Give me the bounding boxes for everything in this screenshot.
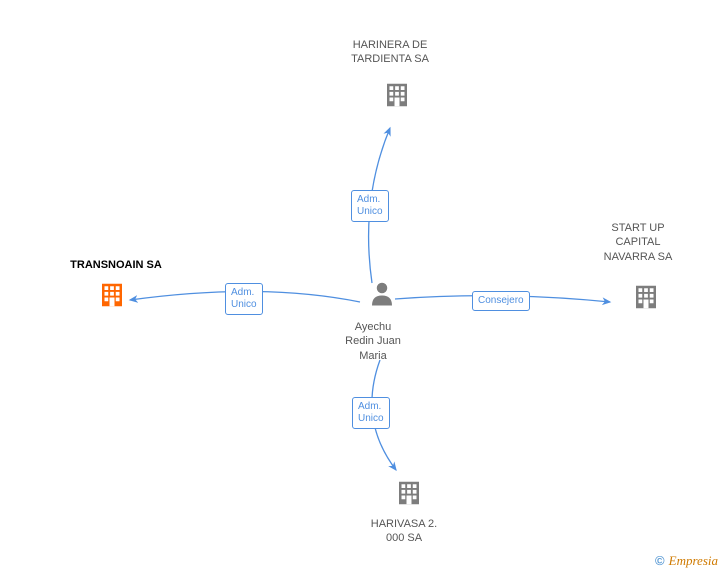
copyright-symbol: ©: [655, 553, 665, 568]
company-label-harinera: HARINERA DE TARDIENTA SA: [340, 38, 440, 67]
person-icon: [367, 278, 397, 313]
company-label-harivasa: HARIVASA 2. 000 SA: [354, 517, 454, 546]
edge-label-transnoain: Adm. Unico: [225, 283, 263, 315]
building-icon: [631, 282, 661, 317]
edge-label-harivasa: Adm. Unico: [352, 397, 390, 429]
building-icon: [394, 478, 424, 513]
watermark: © Empresia: [655, 553, 718, 569]
edge-label-startup: Consejero: [472, 291, 530, 311]
center-person-label: Ayechu Redin Juan Maria: [342, 320, 404, 363]
edge-label-harinera: Adm. Unico: [351, 190, 389, 222]
company-label-transnoain: TRANSNOAIN SA: [56, 258, 176, 272]
company-label-startup: START UP CAPITAL NAVARRA SA: [588, 221, 688, 264]
relationship-diagram: Ayechu Redin Juan Maria TRANSNOAIN SA HA…: [0, 0, 728, 575]
building-icon: [97, 280, 127, 315]
building-icon: [382, 80, 412, 115]
brand-name: Empresia: [669, 553, 718, 568]
